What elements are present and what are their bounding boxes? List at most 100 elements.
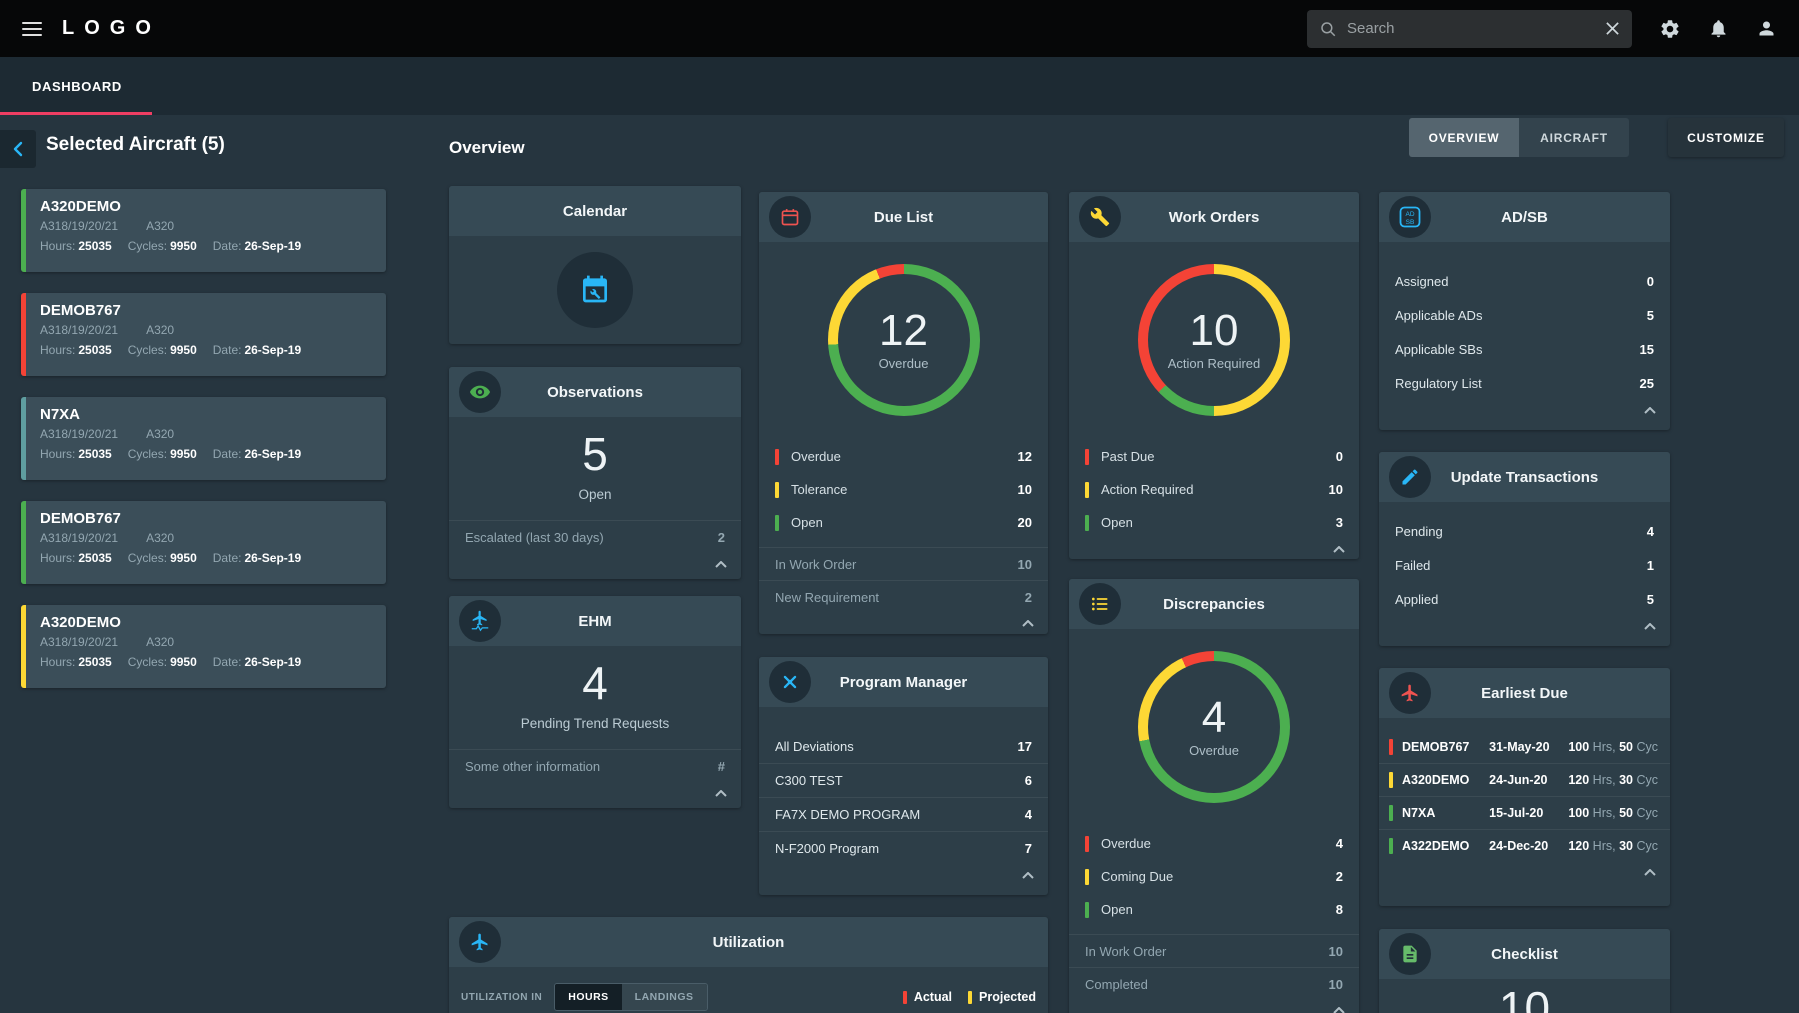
aircraft-series: A318/19/20/21	[40, 531, 119, 545]
search-box[interactable]	[1307, 9, 1632, 48]
topbar-actions	[1307, 9, 1777, 48]
settings-gear-icon[interactable]	[1659, 18, 1681, 40]
app-logo: LOGO	[62, 17, 161, 39]
account-icon[interactable]	[1756, 18, 1777, 39]
due-list-card: Due List 12 Overdue Overdue 12 Tolerance…	[759, 192, 1048, 634]
ehm-card: EHM 4 Pending Trend Requests Some other …	[449, 596, 741, 808]
legend-label: Open	[1101, 902, 1133, 917]
aircraft-card[interactable]: A320DEMO A318/19/20/21 A320 Hours: 25035 C…	[21, 189, 386, 272]
legend-color-bar	[1085, 514, 1089, 531]
row-label: All Deviations	[775, 738, 854, 754]
due-status-bar	[1389, 838, 1393, 854]
secondary-row: In Work Order 10	[1069, 934, 1359, 967]
donut-center-value: 4	[1201, 693, 1227, 742]
utilization-in-label: UTILIZATION IN	[461, 991, 543, 1003]
legend-value: 8	[1335, 902, 1343, 917]
legend-row: Open 8	[1069, 893, 1359, 926]
collapse-icon[interactable]	[1644, 623, 1656, 630]
hours-toggle-button[interactable]: HOURS	[555, 984, 622, 1010]
earliest-due-card: Earliest Due DEMOB767 31-May-20 100 Hrs,…	[1379, 668, 1670, 906]
donut-center-value: 10	[1189, 306, 1239, 355]
aircraft-card[interactable]: DEMOB767 A318/19/20/21 A320 Hours: 25035 C…	[21, 501, 386, 584]
secondary-row: Completed 10	[1069, 967, 1359, 1000]
card-title: Earliest Due	[1481, 684, 1568, 702]
card-title: EHM	[578, 612, 612, 630]
observations-open-label: Open	[578, 487, 612, 502]
customize-button[interactable]: CUSTOMIZE	[1668, 118, 1784, 157]
aircraft-name: A320DEMO	[40, 614, 121, 631]
program-manager-card: Program Manager All Deviations 17 C300 T…	[759, 657, 1048, 895]
collapse-icon[interactable]	[1022, 872, 1034, 879]
legend-value: 2	[1335, 869, 1343, 884]
adsb-row: Regulatory List 25	[1379, 366, 1670, 400]
aircraft-card[interactable]: DEMOB767 A318/19/20/21 A320 Hours: 25035 C…	[21, 293, 386, 376]
collapse-icon[interactable]	[1644, 407, 1656, 414]
legend-label: Coming Due	[1101, 869, 1174, 884]
aircraft-type: A320	[146, 635, 175, 649]
row-label: Applicable ADs	[1395, 307, 1483, 323]
row-value: 7	[1024, 841, 1032, 856]
tab-dashboard[interactable]: DASHBOARD	[0, 57, 152, 115]
legend-row: Overdue 4	[1069, 827, 1359, 860]
legend-row: Coming Due 2	[1069, 860, 1359, 893]
aircraft-name: A320DEMO	[1402, 773, 1470, 787]
due-status-bar	[1389, 772, 1393, 788]
aircraft-type: A320	[146, 427, 175, 441]
card-title: Due List	[873, 208, 934, 226]
due-hours: 100	[1568, 806, 1590, 820]
donut-center-label: Overdue	[878, 356, 929, 371]
landings-toggle-button[interactable]: LANDINGS	[621, 984, 707, 1010]
update-row: Failed 1	[1379, 548, 1670, 582]
collapse-icon[interactable]	[1022, 620, 1034, 627]
program-row: N-F2000 Program 7	[759, 831, 1048, 865]
aircraft-name: A320DEMO	[40, 198, 121, 215]
update-transactions-card: Update Transactions Pending 4 Failed 1 A…	[1379, 452, 1670, 646]
selected-aircraft-title: Selected Aircraft (5)	[46, 134, 225, 155]
adsb-row: Applicable ADs 5	[1379, 298, 1670, 332]
earliest-due-row: N7XA 15-Jul-20 100 Hrs, 50 Cyc	[1379, 796, 1670, 829]
collapse-icon[interactable]	[715, 561, 727, 568]
observations-escalated-row: Escalated (last 30 days) 2	[449, 521, 741, 554]
legend-color-bar	[1085, 835, 1089, 852]
clear-search-icon[interactable]	[1605, 21, 1620, 36]
aircraft-toggle-button[interactable]: AIRCRAFT	[1519, 118, 1629, 157]
row-label: Regulatory List	[1395, 375, 1482, 391]
collapse-sidebar-button[interactable]	[0, 130, 36, 168]
calendar-icon	[769, 196, 811, 238]
collapse-icon[interactable]	[1644, 869, 1656, 876]
row-label: New Requirement	[775, 589, 880, 605]
search-icon	[1319, 20, 1337, 38]
collapse-icon[interactable]	[715, 790, 727, 797]
tools-icon	[769, 661, 811, 703]
calendar-launch-button[interactable]	[557, 252, 633, 328]
discrepancies-card: Discrepancies 4 Overdue Overdue 4 Coming…	[1069, 579, 1359, 1013]
legend-value: 12	[1017, 449, 1032, 464]
checklist-card: Checklist 10	[1379, 929, 1670, 1013]
collapse-icon[interactable]	[1333, 1007, 1345, 1013]
aircraft-card[interactable]: N7XA A318/19/20/21 A320 Hours: 25035 Cycle…	[21, 397, 386, 480]
legend-label: Overdue	[791, 449, 841, 464]
pencil-icon	[1389, 456, 1431, 498]
ehm-pending-count: 4	[582, 657, 608, 709]
legend-label: Open	[791, 515, 823, 530]
row-value: 15	[1639, 341, 1654, 357]
legend-value: 20	[1017, 515, 1032, 530]
search-input[interactable]	[1347, 20, 1595, 37]
aircraft-cycles: 9950	[170, 655, 197, 669]
aircraft-name: A322DEMO	[1402, 839, 1470, 853]
legend-color-bar	[1085, 448, 1089, 465]
row-label: In Work Order	[1085, 943, 1167, 959]
overview-toggle-button[interactable]: OVERVIEW	[1409, 118, 1519, 157]
legend-projected: Projected	[968, 990, 1036, 1004]
notifications-bell-icon[interactable]	[1708, 18, 1729, 39]
row-value: 2	[1024, 589, 1032, 605]
view-toggle: OVERVIEW AIRCRAFT	[1409, 118, 1629, 157]
aircraft-status-stripe	[21, 501, 26, 584]
aircraft-card[interactable]: A320DEMO A318/19/20/21 A320 Hours: 25035 C…	[21, 605, 386, 688]
legend-row: Open 3	[1069, 506, 1359, 539]
row-value: 5	[1646, 591, 1654, 607]
program-row: All Deviations 17	[759, 729, 1048, 763]
collapse-icon[interactable]	[1333, 546, 1345, 553]
aircraft-status-stripe	[21, 397, 26, 480]
menu-icon[interactable]	[22, 21, 42, 36]
